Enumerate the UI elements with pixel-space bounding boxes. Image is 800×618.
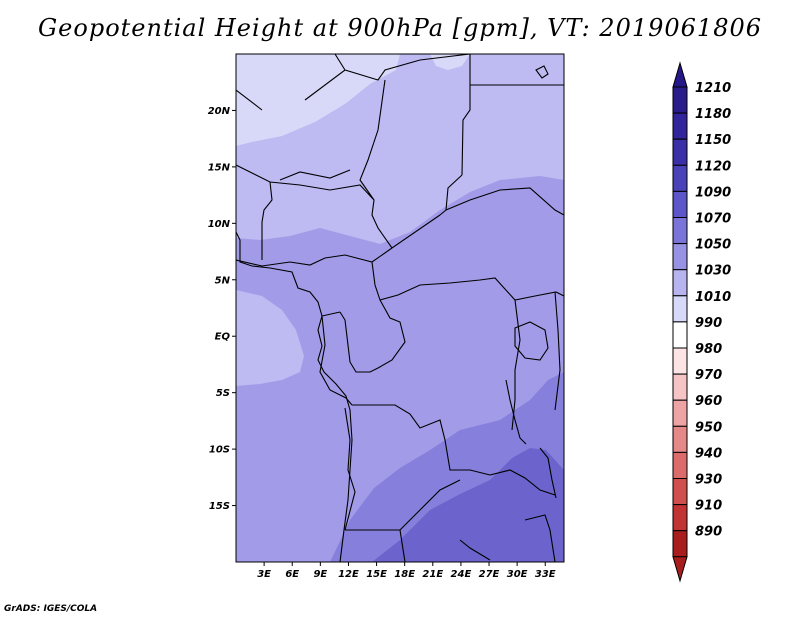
lat-tick-label: 5S — [216, 388, 230, 399]
colorbar-swatch — [672, 425, 688, 453]
colorbar-label: 960 — [695, 394, 722, 409]
colorbar-swatch — [672, 321, 688, 349]
colorbar-label: 930 — [695, 473, 722, 488]
colorbar-label: 1070 — [695, 212, 731, 227]
colorbar-top-cap — [672, 61, 688, 88]
lon-tick-label: 24E — [451, 569, 472, 580]
colorbar-label: 1210 — [695, 81, 731, 96]
lon-tick-label: 12E — [338, 569, 359, 580]
colorbar-label: 1150 — [695, 133, 731, 148]
colorbar-label: 950 — [695, 420, 722, 435]
field-patch-west-coast — [236, 290, 304, 386]
lon-tick-label: 27E — [479, 569, 500, 580]
map-title: Geopotential Height at 900hPa [gpm], VT:… — [38, 14, 762, 42]
colorbar-swatch — [672, 138, 688, 166]
colorbar-swatch — [672, 399, 688, 427]
colorbar-label: 1050 — [695, 238, 731, 253]
country-borders — [236, 54, 564, 562]
colorbar-swatch — [672, 504, 688, 532]
lake-tanganyika — [505, 379, 527, 445]
colorbar-swatch — [672, 86, 688, 114]
lat-tick-label: 10S — [209, 445, 230, 456]
lat-tick-label: 10N — [208, 219, 231, 230]
colorbar-label: 1030 — [695, 264, 731, 279]
lake-malawi — [539, 447, 557, 499]
colorbar-label: 940 — [695, 446, 722, 461]
field-band-1010 — [236, 54, 400, 146]
longitude-axis: 3E 6E 9E 12E 15E 18E 21E 24E 27E 30E 33E — [257, 562, 556, 580]
colorbar-label: 910 — [695, 499, 722, 514]
coastline-west-africa — [236, 231, 323, 317]
colorbar-swatch — [672, 451, 688, 479]
colorbar-swatch — [672, 243, 688, 271]
lon-tick-label: 9E — [313, 569, 327, 580]
colorbar: 1210 1180 1150 1120 1090 1070 1050 1030 1010 990 9… — [672, 61, 731, 583]
colorbar-swatch — [672, 269, 688, 297]
lake-victoria — [514, 321, 549, 361]
lat-tick-label: 20N — [208, 106, 231, 117]
credit-label: GrADS: IGES/COLA — [4, 604, 98, 614]
colorbar-swatch — [672, 530, 688, 558]
coastline-central-africa — [317, 315, 353, 562]
field-band-1090 — [372, 448, 564, 562]
lon-tick-label: 21E — [422, 569, 443, 580]
border-lines — [236, 54, 564, 562]
colorbar-swatch — [672, 478, 688, 506]
colorbar-bottom-cap — [672, 556, 688, 583]
lon-tick-label: 6E — [285, 569, 299, 580]
colorbar-swatch — [672, 373, 688, 401]
map-frame — [235, 53, 565, 563]
lat-tick-label: 5N — [215, 275, 231, 286]
coastline — [236, 65, 557, 562]
colorbar-label: 970 — [695, 368, 722, 383]
lon-tick-label: 18E — [394, 569, 415, 580]
lat-tick-label: 15S — [209, 501, 230, 512]
colorbar-label: 1180 — [695, 107, 731, 122]
colorbar-label: 1120 — [695, 159, 731, 174]
lon-tick-label: 33E — [535, 569, 556, 580]
latitude-axis: 20N 15N 10N 5N EQ 5S 10S 15S — [208, 106, 236, 512]
lake-tana — [535, 65, 549, 79]
colorbar-swatch — [672, 190, 688, 218]
height-field — [236, 54, 564, 562]
colorbar-swatch — [672, 217, 688, 245]
colorbar-swatch — [672, 295, 688, 323]
lon-tick-label: 3E — [257, 569, 271, 580]
lat-tick-label: EQ — [215, 332, 231, 343]
lon-tick-label: 30E — [507, 569, 528, 580]
colorbar-label: 980 — [695, 342, 722, 357]
colorbar-swatch — [672, 347, 688, 375]
lat-tick-label: 15N — [208, 162, 231, 173]
colorbar-label: 890 — [695, 525, 722, 540]
lon-tick-label: 15E — [366, 569, 387, 580]
colorbar-label: 1010 — [695, 290, 731, 305]
colorbar-swatch — [672, 112, 688, 140]
colorbar-label: 1090 — [695, 185, 731, 200]
colorbar-swatch — [672, 164, 688, 192]
colorbar-label: 990 — [695, 316, 722, 331]
